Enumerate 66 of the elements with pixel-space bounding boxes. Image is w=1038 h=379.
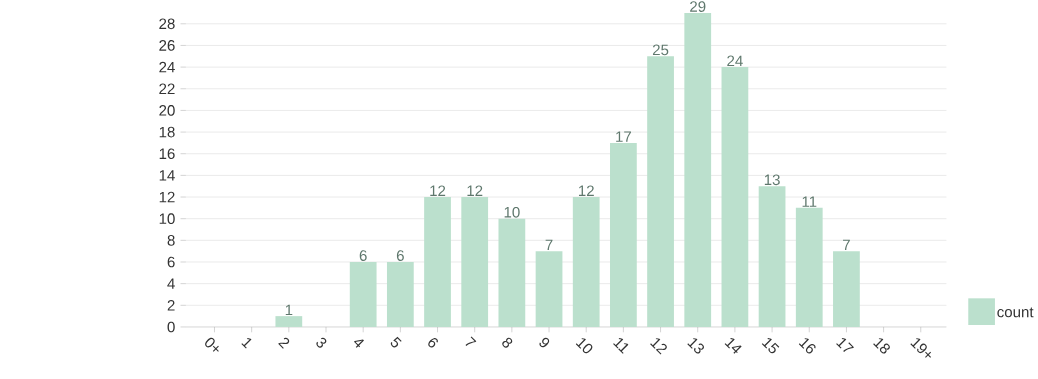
text: 6 bbox=[359, 250, 367, 261]
bar bbox=[572, 197, 600, 327]
bar bbox=[758, 186, 786, 327]
x-tick-label: 3 bbox=[316, 337, 327, 348]
y-tick-label: 6 bbox=[167, 256, 175, 268]
text: 10 bbox=[504, 206, 520, 218]
y-tick-label: 10 bbox=[159, 213, 175, 225]
x-tick-label: 18 bbox=[873, 338, 890, 354]
bar bbox=[498, 218, 526, 327]
bar bbox=[721, 67, 749, 327]
y-tick-label: 2 bbox=[167, 300, 175, 311]
y-tick-label: 8 bbox=[167, 235, 175, 246]
text: 11 bbox=[802, 196, 817, 207]
y-tick-label: 4 bbox=[167, 278, 175, 289]
text: 24 bbox=[727, 55, 743, 67]
x-tick-label: 4 bbox=[353, 339, 364, 348]
bar bbox=[275, 316, 303, 327]
bar bbox=[647, 56, 674, 327]
text: 1 bbox=[285, 304, 293, 316]
bar bbox=[349, 262, 377, 327]
text: 17 bbox=[616, 131, 631, 142]
y-tick-label: 20 bbox=[159, 105, 175, 116]
x-tick-label: 13 bbox=[687, 338, 705, 354]
bar bbox=[535, 251, 563, 327]
y-tick-label: 14 bbox=[159, 170, 175, 181]
text: 13 bbox=[764, 174, 780, 186]
y-tick-label: 22 bbox=[159, 83, 175, 95]
x-tick-label: 15 bbox=[761, 338, 780, 354]
y-tick-label: 26 bbox=[159, 40, 175, 51]
bar bbox=[424, 197, 451, 327]
legend-label: count bbox=[997, 307, 1034, 318]
bar bbox=[386, 262, 414, 327]
x-tick-label: 11 bbox=[613, 338, 629, 354]
x-tick-label: 19+ bbox=[910, 338, 932, 358]
x-tick-label: 16 bbox=[798, 338, 816, 354]
x-tick-label: 10 bbox=[575, 338, 593, 354]
x-tick-label: 12 bbox=[650, 338, 667, 355]
bar bbox=[833, 251, 860, 327]
x-tick-label: 7 bbox=[465, 336, 477, 347]
x-tick-label: 0+ bbox=[205, 337, 219, 352]
bar bbox=[795, 207, 823, 327]
y-tick-label: 28 bbox=[159, 18, 175, 30]
text: 12 bbox=[578, 185, 594, 196]
text: 12 bbox=[467, 185, 483, 196]
text: 7 bbox=[545, 239, 553, 251]
x-tick-label: 2 bbox=[278, 337, 290, 349]
y-tick-label: 12 bbox=[159, 191, 175, 203]
text: 6 bbox=[396, 250, 404, 261]
text: 25 bbox=[652, 44, 669, 56]
y-tick-label: 0 bbox=[167, 321, 175, 333]
x-tick-label: 17 bbox=[836, 338, 854, 353]
x-tick-label: 6 bbox=[428, 338, 438, 348]
bar bbox=[461, 197, 489, 327]
x-tick-label: 8 bbox=[502, 337, 513, 348]
x-tick-label: 1 bbox=[241, 338, 252, 349]
x-tick-label: 14 bbox=[724, 338, 742, 354]
y-tick-label: 18 bbox=[159, 126, 175, 138]
bar bbox=[684, 12, 712, 327]
x-tick-label: 5 bbox=[390, 336, 402, 348]
x-tick-label: 9 bbox=[539, 337, 550, 348]
text: 12 bbox=[430, 185, 446, 196]
y-tick-label: 24 bbox=[159, 61, 175, 73]
text: 7 bbox=[843, 239, 850, 251]
bar bbox=[610, 142, 637, 327]
text: 29 bbox=[690, 1, 706, 12]
y-tick-label: 16 bbox=[159, 148, 175, 160]
